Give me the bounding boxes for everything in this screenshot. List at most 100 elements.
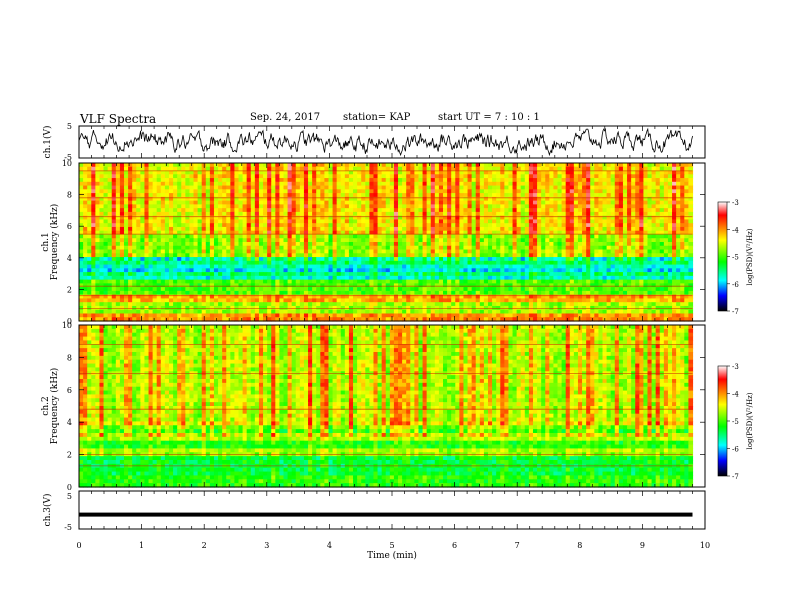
spectrogram-cell [234,226,240,232]
spectrogram-cell [618,215,624,221]
spectrogram-cell [148,193,154,198]
spectrogram-cell [185,238,191,243]
spectrogram-cell [504,174,510,179]
spectrogram-cell [283,200,289,205]
spectrogram-cell [479,268,485,273]
spectrogram-cell [443,215,448,221]
spectrogram-cell [467,238,473,243]
spectrogram-cell [324,245,330,251]
spectrogram-cell [140,163,146,168]
spectrogram-cell [283,174,289,179]
spectrogram-cell [406,234,411,239]
spectrogram-cell [250,238,256,243]
ch1-ytick-bottom: -5 [64,153,72,162]
spectrogram-cell [651,275,657,281]
spectrogram-cell [238,283,244,288]
spectrogram-cell [173,234,178,239]
spectrogram-cell [659,234,665,239]
spectrogram-cell [406,174,411,179]
spectrogram-cell [512,215,518,221]
spectrogram-cell [361,268,366,273]
spectrogram-cell [631,275,636,281]
spectrogram-cell [140,211,146,217]
spectrogram-cell [479,234,485,239]
spectrogram-cell [479,242,485,247]
spectrogram-cell [218,268,223,273]
spectrogram-cell [406,245,411,251]
spectrogram-cell [389,272,395,277]
spectrogram-cell [672,178,677,183]
spectrogram-cell [561,166,567,172]
spectrogram-cell [463,264,469,269]
spectrogram-cell [250,249,256,254]
spectrogram-cell [537,178,542,183]
spectrogram-cell [177,208,182,213]
spectrogram-cell [520,196,526,202]
spectrogram-cell [299,170,305,175]
spectrogram-cell [459,238,465,243]
spectrogram-cell [532,272,538,277]
spectrogram-cell [667,163,673,168]
spectrogram-cell [422,226,428,232]
spectrogram-cell [631,163,636,168]
spectrogram-cell [557,242,563,247]
spectrogram-cell [398,204,403,209]
spectrogram-cell [467,181,473,187]
spectrogram-cell [389,211,395,217]
spectrogram-cell [663,249,669,254]
spectrogram-cell [447,189,452,194]
spectrogram-cell [402,219,407,224]
spectrogram-cell [160,283,166,288]
spectrogram-cell [267,185,272,190]
spectrogram-cell [684,219,689,224]
spectrogram-cell [659,279,665,284]
spectrogram-cell [528,193,534,198]
spectrogram-cell [136,226,141,232]
spectrogram-cell [189,230,195,236]
spectrogram-cell [430,257,436,262]
spectrogram-cell [123,238,129,243]
spectrogram-cell [193,242,199,247]
spectrogram-cell [119,242,125,247]
spectrogram-cell [541,200,546,205]
spectrogram-cell [312,253,317,258]
spectrogram-cell [434,223,440,228]
spectrogram-cell [598,253,604,258]
spectrogram-cell [79,272,84,277]
spectrogram-cell [676,166,681,172]
spectrogram-cell [369,272,375,277]
spectrogram-cell [173,249,178,254]
spectrogram-cell [332,253,338,258]
spectrogram-cell [111,253,117,258]
spectrogram-cell [189,260,195,266]
spectrogram-cell [614,219,620,224]
spectrogram-cell [418,215,424,221]
spectrogram-cell [500,200,505,205]
spectrogram-cell [528,208,534,213]
spectrogram-cell [287,200,293,205]
spectrogram-cell [79,189,84,194]
spectrogram-cell [418,275,424,281]
spectrogram-cell [577,204,583,209]
spectrogram-cell [590,223,595,228]
spectrogram-cell [193,245,199,251]
spectrogram-cell [340,170,346,175]
spectrogram-cell [582,264,587,269]
spectrogram-cell [561,264,567,269]
spectrogram-cell [250,283,256,288]
spectrogram-cell [541,223,546,228]
spectrogram-cell [479,219,485,224]
spectrogram-cell [107,193,113,198]
spectrogram-cell [598,242,604,247]
spectrogram-cell [332,234,338,239]
spectrogram-cell [83,260,88,266]
spectrogram-cell [557,189,563,194]
spectrogram-cell [291,163,297,168]
spectrogram-cell [83,185,88,190]
spectrogram-cell [164,181,170,187]
spectrogram-cell [586,219,591,224]
spectrogram-cell [381,245,387,251]
spectrogram-cell [639,242,644,247]
spectrogram-cell [406,264,411,269]
spectrogram-cell [242,242,248,247]
